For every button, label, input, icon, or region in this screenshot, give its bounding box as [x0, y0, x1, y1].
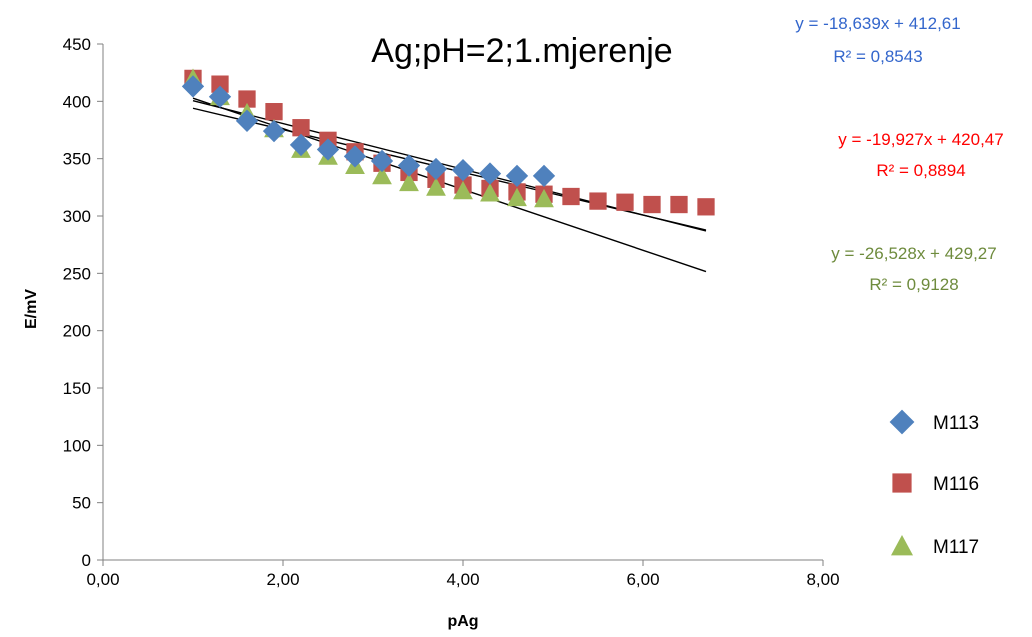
y-tick-label: 50 [72, 494, 91, 513]
equation-m116: y = -19,927x + 420,47 [838, 130, 1003, 149]
point-m113 [316, 138, 340, 161]
point-m113 [235, 109, 259, 132]
y-tick-label: 0 [82, 551, 91, 570]
point-m116 [616, 193, 634, 211]
point-m113 [532, 164, 556, 188]
point-m116 [589, 192, 607, 210]
point-m117 [453, 180, 473, 200]
point-m117 [399, 172, 419, 192]
point-m117 [507, 187, 527, 207]
point-m113 [262, 119, 286, 143]
point-m116 [697, 198, 715, 216]
equation-m117: y = -26,528x + 429,27 [831, 244, 996, 263]
y-axis-title: E/mV [23, 289, 40, 329]
y-tick-label: 350 [63, 150, 91, 169]
legend-label-m117: M117 [933, 537, 979, 558]
point-m113 [181, 75, 205, 98]
point-m117 [372, 165, 392, 185]
point-m113 [370, 149, 394, 173]
point-m116 [265, 103, 283, 121]
y-tick-label: 400 [63, 92, 91, 111]
y-tick-label: 100 [63, 436, 91, 455]
point-m116 [292, 119, 310, 137]
point-m116 [562, 187, 580, 206]
point-m113 [505, 164, 529, 188]
point-m117 [534, 188, 554, 208]
r-squared-m113: R² = 0,8543 [833, 47, 922, 66]
chart-title: Ag;pH=2;1.mjerenje [371, 32, 672, 70]
point-m113 [208, 85, 232, 108]
data-points [181, 68, 715, 216]
x-tick-label: 8,00 [806, 570, 839, 589]
point-m116 [238, 90, 256, 108]
x-tick-label: 6,00 [626, 570, 659, 589]
point-m113 [478, 162, 502, 185]
legend-label-m113: M113 [933, 413, 979, 434]
legend-marker-m113 [889, 409, 915, 435]
trendline-equations: y = -18,639x + 412,61 R² = 0,8543 y = -19,… [795, 14, 1003, 294]
legend-label-m116: M116 [933, 474, 979, 495]
point-m113 [424, 157, 448, 181]
r-squared-m116: R² = 0,8894 [876, 161, 965, 180]
y-tick-label: 450 [63, 35, 91, 54]
y-tick-label: 300 [63, 207, 91, 226]
point-m113 [343, 145, 367, 168]
legend-marker-m116 [892, 473, 912, 493]
point-m116 [670, 195, 688, 214]
y-tick-label: 150 [63, 379, 91, 398]
x-tick-label: 2,00 [266, 570, 299, 589]
r-squared-m117: R² = 0,9128 [869, 275, 958, 294]
axes: 0 50 100 150 200 250 300 350 400 450 0,00 2,00 4,00 6… [63, 35, 840, 589]
y-tick-label: 200 [63, 322, 91, 341]
point-m117 [480, 183, 500, 202]
point-m116 [643, 195, 661, 214]
legend-marker-m117 [891, 535, 913, 556]
point-m113 [397, 154, 421, 177]
point-m113 [451, 158, 475, 182]
x-tick-label: 0,00 [86, 570, 119, 589]
point-m116 [211, 75, 229, 93]
point-m117 [426, 177, 446, 196]
y-tick-label: 250 [63, 264, 91, 283]
x-axis-title: pAg [447, 613, 478, 630]
x-tick-label: 4,00 [446, 570, 479, 589]
equation-m113: y = -18,639x + 412,61 [795, 14, 960, 33]
point-m113 [289, 133, 313, 157]
legend: M113 M116 M117 [889, 409, 979, 558]
